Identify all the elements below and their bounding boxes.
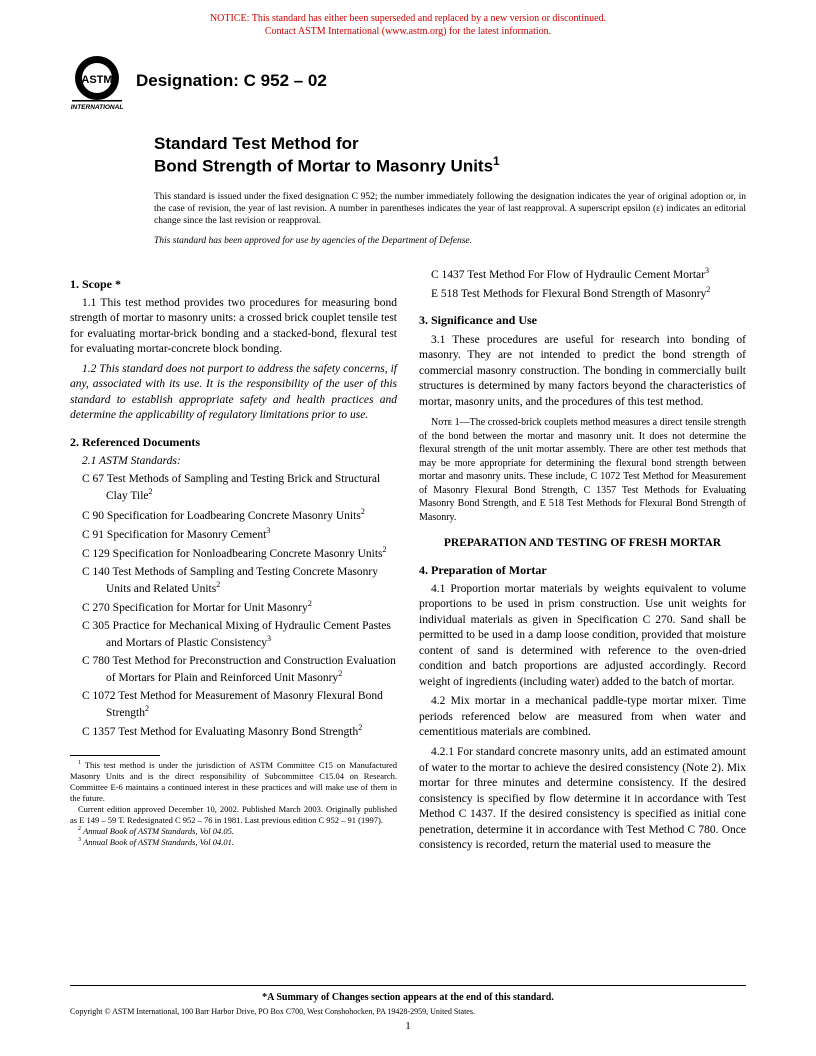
svg-text:ASTM: ASTM [81, 74, 112, 86]
ref-item: C 270 Specification for Mortar for Unit … [70, 599, 397, 616]
notice-line1: NOTICE: This standard has either been su… [210, 13, 606, 24]
prep-head: PREPARATION AND TESTING OF FRESH MORTAR [419, 536, 746, 552]
ref-item: C 91 Specification for Masonry Cement3 [70, 526, 397, 543]
para-3-1: 3.1 These procedures are useful for rese… [419, 333, 746, 411]
para-4-1: 4.1 Proportion mortar materials by weigh… [419, 582, 746, 691]
ref-item: C 1072 Test Method for Measurement of Ma… [70, 689, 397, 722]
para-1-2: 1.2 This standard does not purport to ad… [70, 362, 397, 424]
page-number: 1 [0, 1020, 816, 1032]
issued-note: This standard is issued under the fixed … [154, 191, 746, 228]
significance-head: 3. Significance and Use [419, 312, 746, 328]
footnote-1b: Current edition approved December 10, 20… [70, 804, 397, 826]
astm-logo: ASTM INTERNATIONAL [70, 52, 124, 110]
footnote-3: 3 Annual Book of ASTM Standards, Vol 04.… [70, 837, 397, 848]
title-block: Standard Test Method for Bond Strength o… [154, 134, 746, 177]
ref-item: C 1437 Test Method For Flow of Hydraulic… [419, 266, 746, 283]
approved-note: This standard has been approved for use … [154, 236, 746, 246]
left-column: 1. Scope * 1.1 This test method provides… [70, 266, 397, 858]
note-1: Nᴏᴛᴇ 1—The crossed-brick couplets method… [419, 416, 746, 524]
notice-line2: Contact ASTM International (www.astm.org… [265, 26, 551, 37]
ref-item: C 140 Test Methods of Sampling and Testi… [70, 565, 397, 598]
ref-item: C 67 Test Methods of Sampling and Testin… [70, 472, 397, 505]
ref-item: C 305 Practice for Mechanical Mixing of … [70, 619, 397, 652]
ref-item: C 90 Specification for Loadbearing Concr… [70, 507, 397, 524]
para-4-2-1: 4.2.1 For standard concrete masonry unit… [419, 745, 746, 854]
footnote-2: 2 Annual Book of ASTM Standards, Vol 04.… [70, 826, 397, 837]
prep-mortar-head: 4. Preparation of Mortar [419, 562, 746, 578]
discontinued-notice: NOTICE: This standard has either been su… [0, 0, 816, 38]
ref-item: C 129 Specification for Nonloadbearing C… [70, 545, 397, 562]
right-column: C 1437 Test Method For Flow of Hydraulic… [419, 266, 746, 858]
footnote-rule [70, 755, 160, 756]
copyright: Copyright © ASTM International, 100 Barr… [70, 1007, 746, 1016]
designation: Designation: C 952 – 02 [136, 71, 327, 91]
title-line1: Standard Test Method for [154, 134, 746, 154]
astm-standards-sub: 2.1 ASTM Standards: [70, 454, 397, 470]
scope-head: 1. Scope * [70, 276, 397, 292]
ref-item: C 1357 Test Method for Evaluating Masonr… [70, 723, 397, 740]
bottom-rule [70, 985, 746, 986]
footnote-1: 1 This test method is under the jurisdic… [70, 760, 397, 804]
para-1-1: 1.1 This test method provides two proced… [70, 296, 397, 358]
para-4-2: 4.2 Mix mortar in a mechanical paddle-ty… [419, 694, 746, 741]
title-line2: Bond Strength of Mortar to Masonry Units… [154, 154, 746, 177]
ref-item: E 518 Test Methods for Flexural Bond Str… [419, 285, 746, 302]
svg-text:INTERNATIONAL: INTERNATIONAL [71, 104, 124, 110]
ref-item: C 780 Test Method for Preconstruction an… [70, 654, 397, 687]
header: ASTM INTERNATIONAL Designation: C 952 – … [70, 52, 746, 110]
body-columns: 1. Scope * 1.1 This test method provides… [70, 266, 746, 858]
summary-note: *A Summary of Changes section appears at… [0, 992, 816, 1003]
refdocs-head: 2. Referenced Documents [70, 434, 397, 450]
